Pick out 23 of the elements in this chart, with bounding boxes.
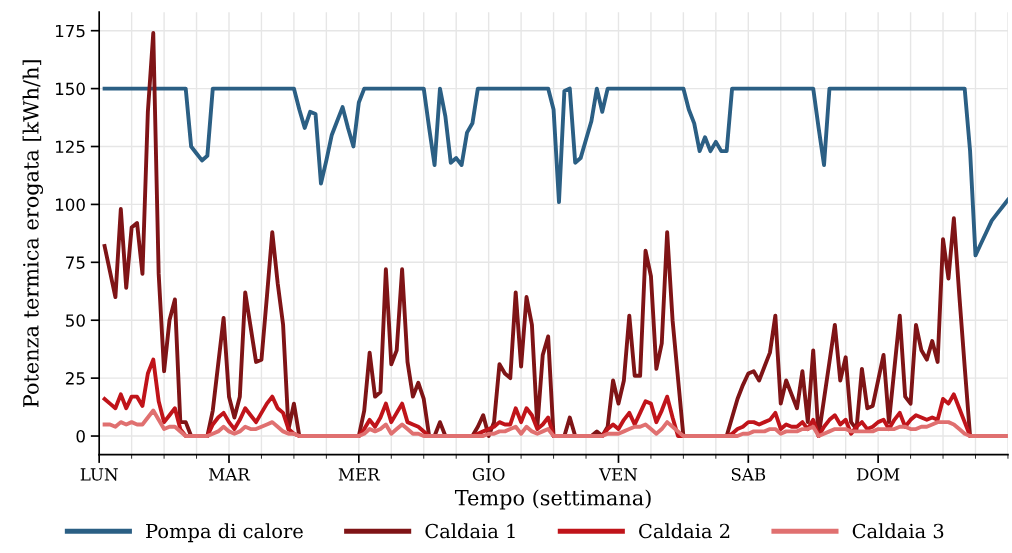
line-series [102, 86, 1008, 258]
y-tick-label: 175 [56, 24, 85, 38]
legend-label: Caldaia 1 [425, 523, 515, 539]
x-tick-label: VEN [598, 468, 638, 481]
x-tick-label: MAR [209, 468, 251, 481]
x-tick-label: GIO [472, 468, 505, 481]
y-axis-title: Potenza termica erogata [kWh/h] [22, 60, 44, 408]
y-tick-label: 150 [56, 82, 85, 96]
x-axis-title: Tempo (settimana) [454, 489, 651, 510]
x-tick-label: LUN [80, 468, 118, 481]
legend-label: Caldaia 2 [639, 523, 730, 539]
y-tick-label: 100 [56, 198, 85, 211]
line-series [102, 408, 1008, 438]
legend-label: Caldaia 3 [852, 523, 944, 539]
y-tick-label: 50 [66, 314, 85, 327]
y-tick-label: 125 [56, 140, 85, 154]
y-tick-label: 25 [65, 372, 85, 385]
x-tick-label: DOM [857, 468, 900, 481]
y-tick-label: 75 [66, 256, 85, 269]
x-tick-label: MER [338, 468, 381, 481]
y-tick-label: 0 [76, 430, 85, 443]
x-tick-label: SAB [731, 468, 766, 481]
legend-label: Pompa di calore [146, 523, 303, 543]
